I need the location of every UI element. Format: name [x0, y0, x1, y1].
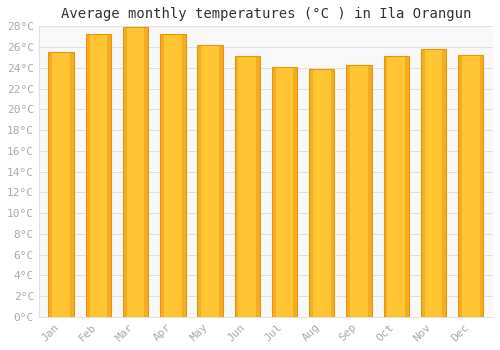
Bar [442, 49, 446, 317]
Bar [160, 34, 164, 317]
Bar [458, 55, 462, 317]
Bar [272, 67, 297, 317]
Bar [86, 34, 111, 317]
Bar [368, 65, 372, 317]
Bar [384, 56, 388, 317]
Bar [219, 45, 222, 317]
Bar [309, 69, 313, 317]
Bar [107, 34, 111, 317]
Bar [421, 49, 446, 317]
Bar [198, 45, 201, 317]
Bar [384, 56, 409, 317]
Bar [48, 52, 74, 317]
Bar [198, 45, 222, 317]
Bar [458, 55, 483, 317]
Bar [421, 49, 424, 317]
Bar [346, 65, 350, 317]
Bar [70, 52, 74, 317]
Bar [272, 67, 276, 317]
Bar [48, 52, 52, 317]
Bar [123, 27, 148, 317]
Bar [160, 34, 186, 317]
Bar [480, 55, 484, 317]
Bar [234, 56, 260, 317]
Bar [346, 65, 372, 317]
Bar [182, 34, 186, 317]
Bar [123, 27, 127, 317]
Bar [330, 69, 334, 317]
Bar [294, 67, 297, 317]
Bar [256, 56, 260, 317]
Title: Average monthly temperatures (°C ) in Ila Orangun: Average monthly temperatures (°C ) in Il… [60, 7, 471, 21]
Bar [144, 27, 148, 317]
Bar [309, 69, 334, 317]
Bar [405, 56, 409, 317]
Bar [234, 56, 238, 317]
Bar [86, 34, 89, 317]
